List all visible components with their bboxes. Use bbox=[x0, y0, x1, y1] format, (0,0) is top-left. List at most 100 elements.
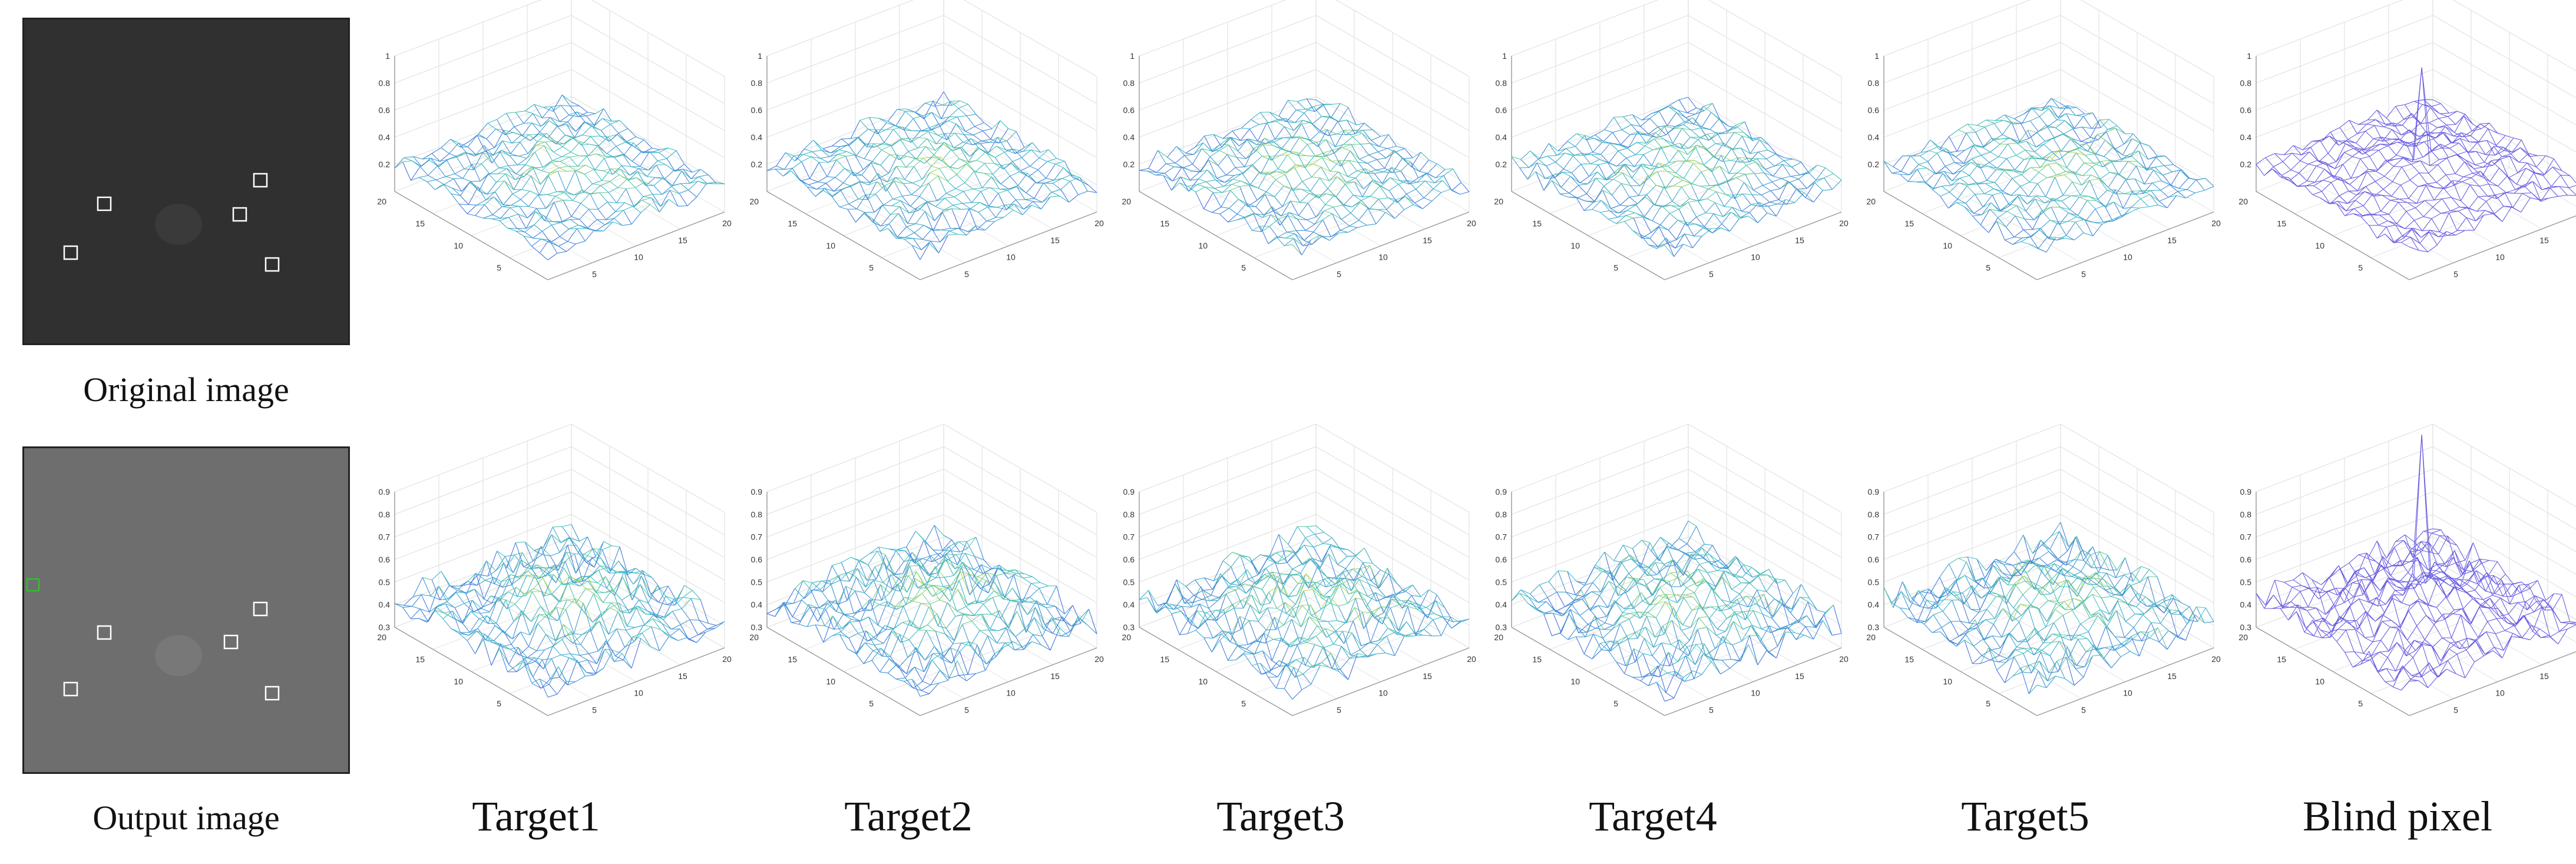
mesh-line bbox=[528, 206, 537, 209]
mesh-line bbox=[1313, 104, 1323, 107]
mesh-line bbox=[2478, 196, 2486, 202]
mesh-line bbox=[1631, 124, 1640, 134]
mesh-line bbox=[1408, 177, 1419, 185]
mesh-line bbox=[2366, 181, 2376, 187]
mesh-line bbox=[2058, 113, 2066, 118]
mesh-line bbox=[1762, 181, 1773, 186]
mesh-line bbox=[921, 240, 931, 250]
mesh-line bbox=[1804, 192, 1814, 203]
mesh-line bbox=[831, 150, 839, 154]
mesh-line bbox=[956, 174, 965, 183]
mesh-line bbox=[1263, 144, 1272, 161]
mesh-line bbox=[2015, 155, 2025, 160]
mesh-line bbox=[1610, 143, 1619, 151]
mesh-line bbox=[1451, 182, 1461, 191]
mesh-line bbox=[1676, 112, 1685, 123]
mesh-line bbox=[1950, 177, 1960, 186]
mesh-line bbox=[2399, 130, 2410, 141]
mesh-line bbox=[2075, 221, 2084, 233]
mesh-line bbox=[1909, 164, 1919, 176]
mesh-line bbox=[496, 173, 506, 183]
mesh-line bbox=[1917, 168, 1926, 183]
mesh-line bbox=[2425, 200, 2435, 201]
mesh-line bbox=[500, 151, 510, 156]
mesh-line bbox=[968, 208, 978, 230]
mesh-line bbox=[545, 201, 554, 209]
mesh-line bbox=[1190, 178, 1199, 181]
mesh-line bbox=[1651, 110, 1661, 114]
mesh-line bbox=[2075, 153, 2085, 163]
mesh-line bbox=[1375, 168, 1385, 171]
mesh-line bbox=[2468, 208, 2477, 212]
mesh-line bbox=[2532, 181, 2542, 190]
mesh-line bbox=[559, 114, 570, 122]
mesh-line bbox=[837, 151, 847, 155]
z-tick-label: 0.2 bbox=[1868, 160, 1880, 169]
grid-line bbox=[394, 0, 542, 57]
mesh-line bbox=[1254, 213, 1264, 216]
mesh-line bbox=[1695, 106, 1704, 115]
mesh-line bbox=[1608, 219, 1617, 224]
grid-line bbox=[2060, 96, 2214, 186]
mesh-line bbox=[1351, 144, 1361, 145]
mesh-line bbox=[783, 168, 793, 177]
mesh-line bbox=[2551, 174, 2561, 187]
mesh-line bbox=[915, 223, 924, 226]
mesh-line bbox=[459, 204, 469, 205]
mesh-line bbox=[553, 105, 561, 112]
mesh-line bbox=[2430, 150, 2439, 160]
mesh-line bbox=[1972, 216, 1981, 226]
mesh-line bbox=[1229, 198, 1239, 208]
mesh-line bbox=[1656, 171, 1666, 189]
mesh-line bbox=[574, 191, 584, 196]
mesh-line bbox=[1354, 130, 1363, 134]
mesh-line bbox=[610, 124, 619, 134]
mesh-line bbox=[2079, 197, 2088, 201]
mesh-line bbox=[568, 111, 577, 115]
mesh-line bbox=[1223, 178, 1234, 187]
mesh-line bbox=[1945, 165, 1954, 175]
mesh-line bbox=[692, 168, 701, 173]
mesh-line bbox=[1750, 139, 1760, 154]
mesh-line bbox=[1998, 217, 2006, 227]
mesh-line bbox=[594, 118, 603, 126]
mesh-line bbox=[2375, 176, 2385, 182]
mesh-line bbox=[2399, 198, 2409, 200]
mesh-line bbox=[1963, 158, 1972, 164]
mesh-line bbox=[1575, 135, 1585, 147]
mesh-line bbox=[2444, 185, 2454, 189]
mesh-line bbox=[538, 133, 547, 135]
mesh-line bbox=[1778, 199, 1787, 205]
mesh-line bbox=[910, 131, 921, 143]
mesh-line bbox=[2393, 123, 2402, 135]
mesh-line bbox=[2449, 143, 2459, 149]
mesh-line bbox=[2500, 155, 2510, 160]
mesh-line bbox=[1652, 220, 1661, 226]
mesh-line bbox=[2061, 138, 2071, 152]
mesh-line bbox=[961, 208, 971, 210]
mesh-line bbox=[990, 138, 999, 144]
mesh-line bbox=[1982, 147, 1991, 153]
mesh-line bbox=[2387, 145, 2397, 155]
mesh-line bbox=[1213, 134, 1223, 139]
mesh-line bbox=[2476, 151, 2485, 163]
mesh-line bbox=[1946, 148, 1956, 157]
mesh-line bbox=[2196, 179, 2205, 191]
mesh-line bbox=[600, 185, 609, 193]
mesh-line bbox=[1288, 100, 1298, 102]
mesh-line bbox=[1184, 154, 1194, 156]
mesh-line bbox=[2568, 187, 2576, 196]
mesh-line bbox=[1228, 144, 1238, 151]
mesh-line bbox=[1778, 181, 1788, 200]
mesh-line bbox=[834, 183, 844, 192]
mesh-line bbox=[840, 144, 850, 147]
mesh-line bbox=[557, 681, 567, 695]
mesh-line bbox=[1079, 177, 1089, 186]
mesh-line bbox=[1408, 181, 1417, 185]
mesh-line bbox=[2433, 138, 2442, 148]
mesh-line bbox=[2474, 168, 2482, 177]
mesh-line bbox=[2417, 134, 2427, 140]
mesh-line bbox=[1980, 165, 1988, 168]
mesh-line bbox=[1655, 126, 1665, 133]
mesh-line bbox=[2057, 163, 2066, 172]
